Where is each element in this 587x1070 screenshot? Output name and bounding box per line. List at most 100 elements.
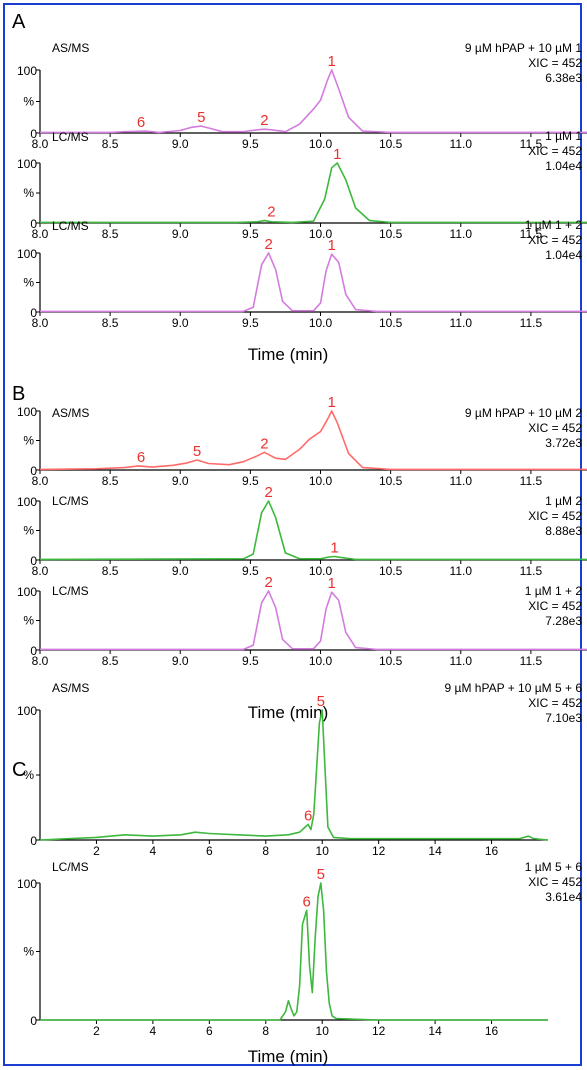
x-tick-label: 14 — [428, 844, 442, 858]
trace-info-line: 1.04e4 — [545, 159, 582, 173]
chromatogram-trace — [40, 162, 587, 224]
trace-info-line: 9 µM hPAP + 10 µM 2 — [465, 406, 582, 420]
trace-info-line: 9 µM hPAP + 10 µM 1 — [465, 41, 582, 55]
x-tick-label: 10.5 — [379, 137, 403, 151]
x-tick-label: 8.0 — [32, 654, 49, 668]
y-tick-label-percent: % — [23, 95, 34, 109]
trace-panel-a-1: 100% 08.0 8.5 9.0 9.5 10.0 10.5 11.0 11.5 6 5 2 1 AS/… — [17, 41, 587, 151]
chromatogram-trace — [39, 500, 587, 561]
y-tick-label-top: 100 — [17, 157, 37, 171]
trace-info-line: 1 µM 1 — [545, 129, 582, 143]
peak-label: 6 — [303, 893, 311, 910]
peak-label: 2 — [267, 204, 275, 221]
x-tick-label: 11.0 — [450, 227, 473, 241]
peak-label: 2 — [260, 435, 268, 452]
peak-label: 6 — [137, 449, 145, 466]
time-axis-label-c: Time (min) — [248, 1047, 329, 1066]
x-tick-label: 14 — [428, 1024, 442, 1038]
trace-panel-b-5: 100% 08.0 8.5 9.0 9.5 10.0 10.5 11.0 11.5 2 1 LC/MS… — [17, 484, 587, 578]
peak-label: 1 — [328, 394, 336, 411]
x-tick-label: 9.5 — [242, 654, 259, 668]
trace-plots: 100%08.0 8.5 9.0 9.5 10.0 10.5 11.0 11.56 5 21AS/… — [17, 41, 587, 1038]
peak-label: 1 — [330, 539, 338, 556]
peak-label: 6 — [137, 114, 145, 131]
trace-info-line: XIC = 452 — [528, 509, 582, 523]
x-tick-label: 8.5 — [102, 654, 119, 668]
time-axis-label-b: Time (min) — [248, 703, 329, 722]
x-tick-label: 9.0 — [172, 474, 189, 488]
x-tick-label: 10.5 — [379, 316, 403, 330]
x-tick-label: 8.0 — [32, 564, 49, 578]
x-tick-label: 4 — [150, 1024, 157, 1038]
x-tick-label: 11.5 — [520, 654, 543, 668]
x-tick-label: 11.5 — [520, 564, 543, 578]
trace-info-line: 1 µM 2 — [545, 494, 582, 508]
trace-info-line: 3.61e4 — [545, 890, 582, 904]
peak-label: 1 — [333, 146, 341, 163]
trace-info-line: 7.10e3 — [545, 711, 582, 725]
x-tick-label: 8.5 — [102, 564, 119, 578]
method-label: AS/MS — [52, 406, 89, 420]
x-tick-label: 10.5 — [379, 227, 403, 241]
x-tick-label: 8 — [262, 1024, 269, 1038]
x-tick-label: 16 — [485, 1024, 499, 1038]
x-tick-label: 2 — [93, 1024, 100, 1038]
peak-label: 2 — [264, 574, 272, 591]
y-tick-label-percent: % — [23, 276, 34, 290]
x-tick-label: 10 — [316, 844, 330, 858]
x-tick-label: 10.0 — [309, 316, 333, 330]
x-tick-label: 10.5 — [379, 474, 403, 488]
trace-info-line: XIC = 452 — [528, 696, 582, 710]
trace-info-line: 7.28e3 — [545, 614, 582, 628]
y-tick-label-top: 100 — [17, 495, 37, 509]
panel-letter-c: C — [12, 759, 26, 781]
method-label: LC/MS — [52, 219, 89, 233]
peak-label: 5 — [317, 866, 325, 883]
y-tick-label-zero: 0 — [30, 464, 37, 478]
figure-border — [3, 3, 582, 1066]
x-tick-label: 10.0 — [309, 474, 333, 488]
y-tick-label-top: 100 — [17, 405, 37, 419]
chromatogram-trace — [40, 882, 548, 1021]
x-tick-label: 10.5 — [379, 654, 403, 668]
x-tick-label: 10.5 — [379, 564, 403, 578]
panel-letter-b: B — [12, 383, 25, 405]
x-tick-label: 11.0 — [450, 474, 473, 488]
x-tick-label: 11.5 — [520, 137, 543, 151]
x-tick-label: 8.5 — [102, 474, 119, 488]
y-tick-label-zero: 0 — [30, 554, 37, 568]
trace-info-line: XIC = 452 — [528, 875, 582, 889]
x-tick-label: 10.0 — [309, 564, 333, 578]
x-tick-label: 8.0 — [32, 227, 49, 241]
x-tick-label: 9.5 — [242, 137, 259, 151]
x-tick-label: 12 — [372, 1024, 386, 1038]
y-tick-label-percent: % — [23, 434, 34, 448]
y-tick-label-top: 100 — [17, 247, 37, 261]
trace-panel-b-4: 100% 08.0 8.5 9.0 9.5 10.0 10.5 11.0 11.5 6 5 2 1 AS/… — [17, 394, 587, 488]
trace-info-line: 1 µM 1 + 2 — [525, 218, 583, 232]
peak-label: 1 — [328, 237, 336, 254]
x-tick-label: 10.0 — [309, 227, 333, 241]
trace-info-line: 1 µM 1 + 2 — [525, 584, 583, 598]
peak-label: 1 — [328, 53, 336, 70]
trace-panel-c-7: 100% 0 2 4 6 8 10 12 14 16 6 5 AS/MS 9 µM hPAP + 10 µ… — [17, 681, 582, 858]
trace-info-line: 1 µM 5 + 6 — [525, 860, 583, 874]
y-tick-label-percent: % — [23, 945, 34, 959]
x-tick-label: 11.5 — [520, 474, 543, 488]
x-tick-label: 11.0 — [450, 316, 473, 330]
y-tick-label-top: 100 — [17, 704, 37, 718]
x-tick-label: 6 — [206, 844, 213, 858]
x-tick-label: 9.5 — [242, 474, 259, 488]
x-tick-label: 8.5 — [102, 137, 119, 151]
y-tick-label-percent: % — [23, 614, 34, 628]
y-tick-label-percent: % — [23, 186, 34, 200]
x-tick-label: 2 — [93, 844, 100, 858]
y-tick-label-top: 100 — [17, 877, 37, 891]
chromatogram-trace — [40, 252, 587, 313]
y-tick-label-zero: 0 — [30, 1014, 37, 1028]
method-label: LC/MS — [52, 584, 89, 598]
trace-info-line: 3.72e3 — [545, 436, 582, 450]
x-tick-label: 11.0 — [450, 564, 473, 578]
